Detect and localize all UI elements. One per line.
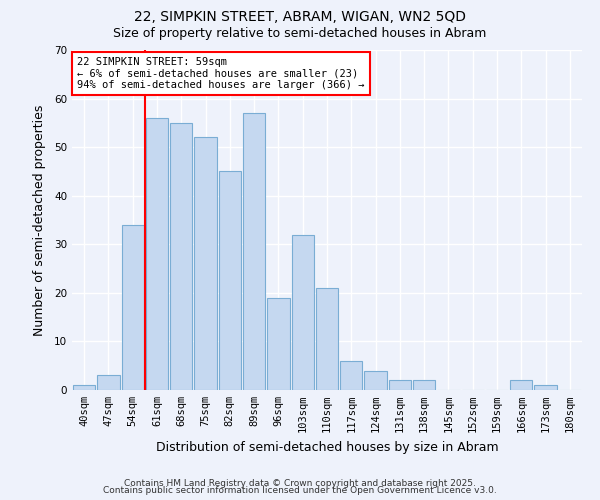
Bar	[267, 298, 290, 390]
Bar	[364, 370, 387, 390]
Y-axis label: Number of semi-detached properties: Number of semi-detached properties	[32, 104, 46, 336]
Text: Contains public sector information licensed under the Open Government Licence v3: Contains public sector information licen…	[103, 486, 497, 495]
Text: 22 SIMPKIN STREET: 59sqm
← 6% of semi-detached houses are smaller (23)
94% of se: 22 SIMPKIN STREET: 59sqm ← 6% of semi-de…	[77, 57, 365, 90]
Bar	[122, 225, 144, 390]
X-axis label: Distribution of semi-detached houses by size in Abram: Distribution of semi-detached houses by …	[155, 440, 499, 454]
Bar	[243, 113, 265, 390]
Bar	[292, 234, 314, 390]
Bar	[535, 385, 557, 390]
Bar	[218, 172, 241, 390]
Text: Contains HM Land Registry data © Crown copyright and database right 2025.: Contains HM Land Registry data © Crown c…	[124, 478, 476, 488]
Bar	[340, 361, 362, 390]
Bar	[413, 380, 436, 390]
Bar	[73, 385, 95, 390]
Text: 22, SIMPKIN STREET, ABRAM, WIGAN, WN2 5QD: 22, SIMPKIN STREET, ABRAM, WIGAN, WN2 5Q…	[134, 10, 466, 24]
Bar	[510, 380, 532, 390]
Bar	[389, 380, 411, 390]
Bar	[97, 376, 119, 390]
Bar	[316, 288, 338, 390]
Text: Size of property relative to semi-detached houses in Abram: Size of property relative to semi-detach…	[113, 28, 487, 40]
Bar	[170, 123, 193, 390]
Bar	[146, 118, 168, 390]
Bar	[194, 138, 217, 390]
